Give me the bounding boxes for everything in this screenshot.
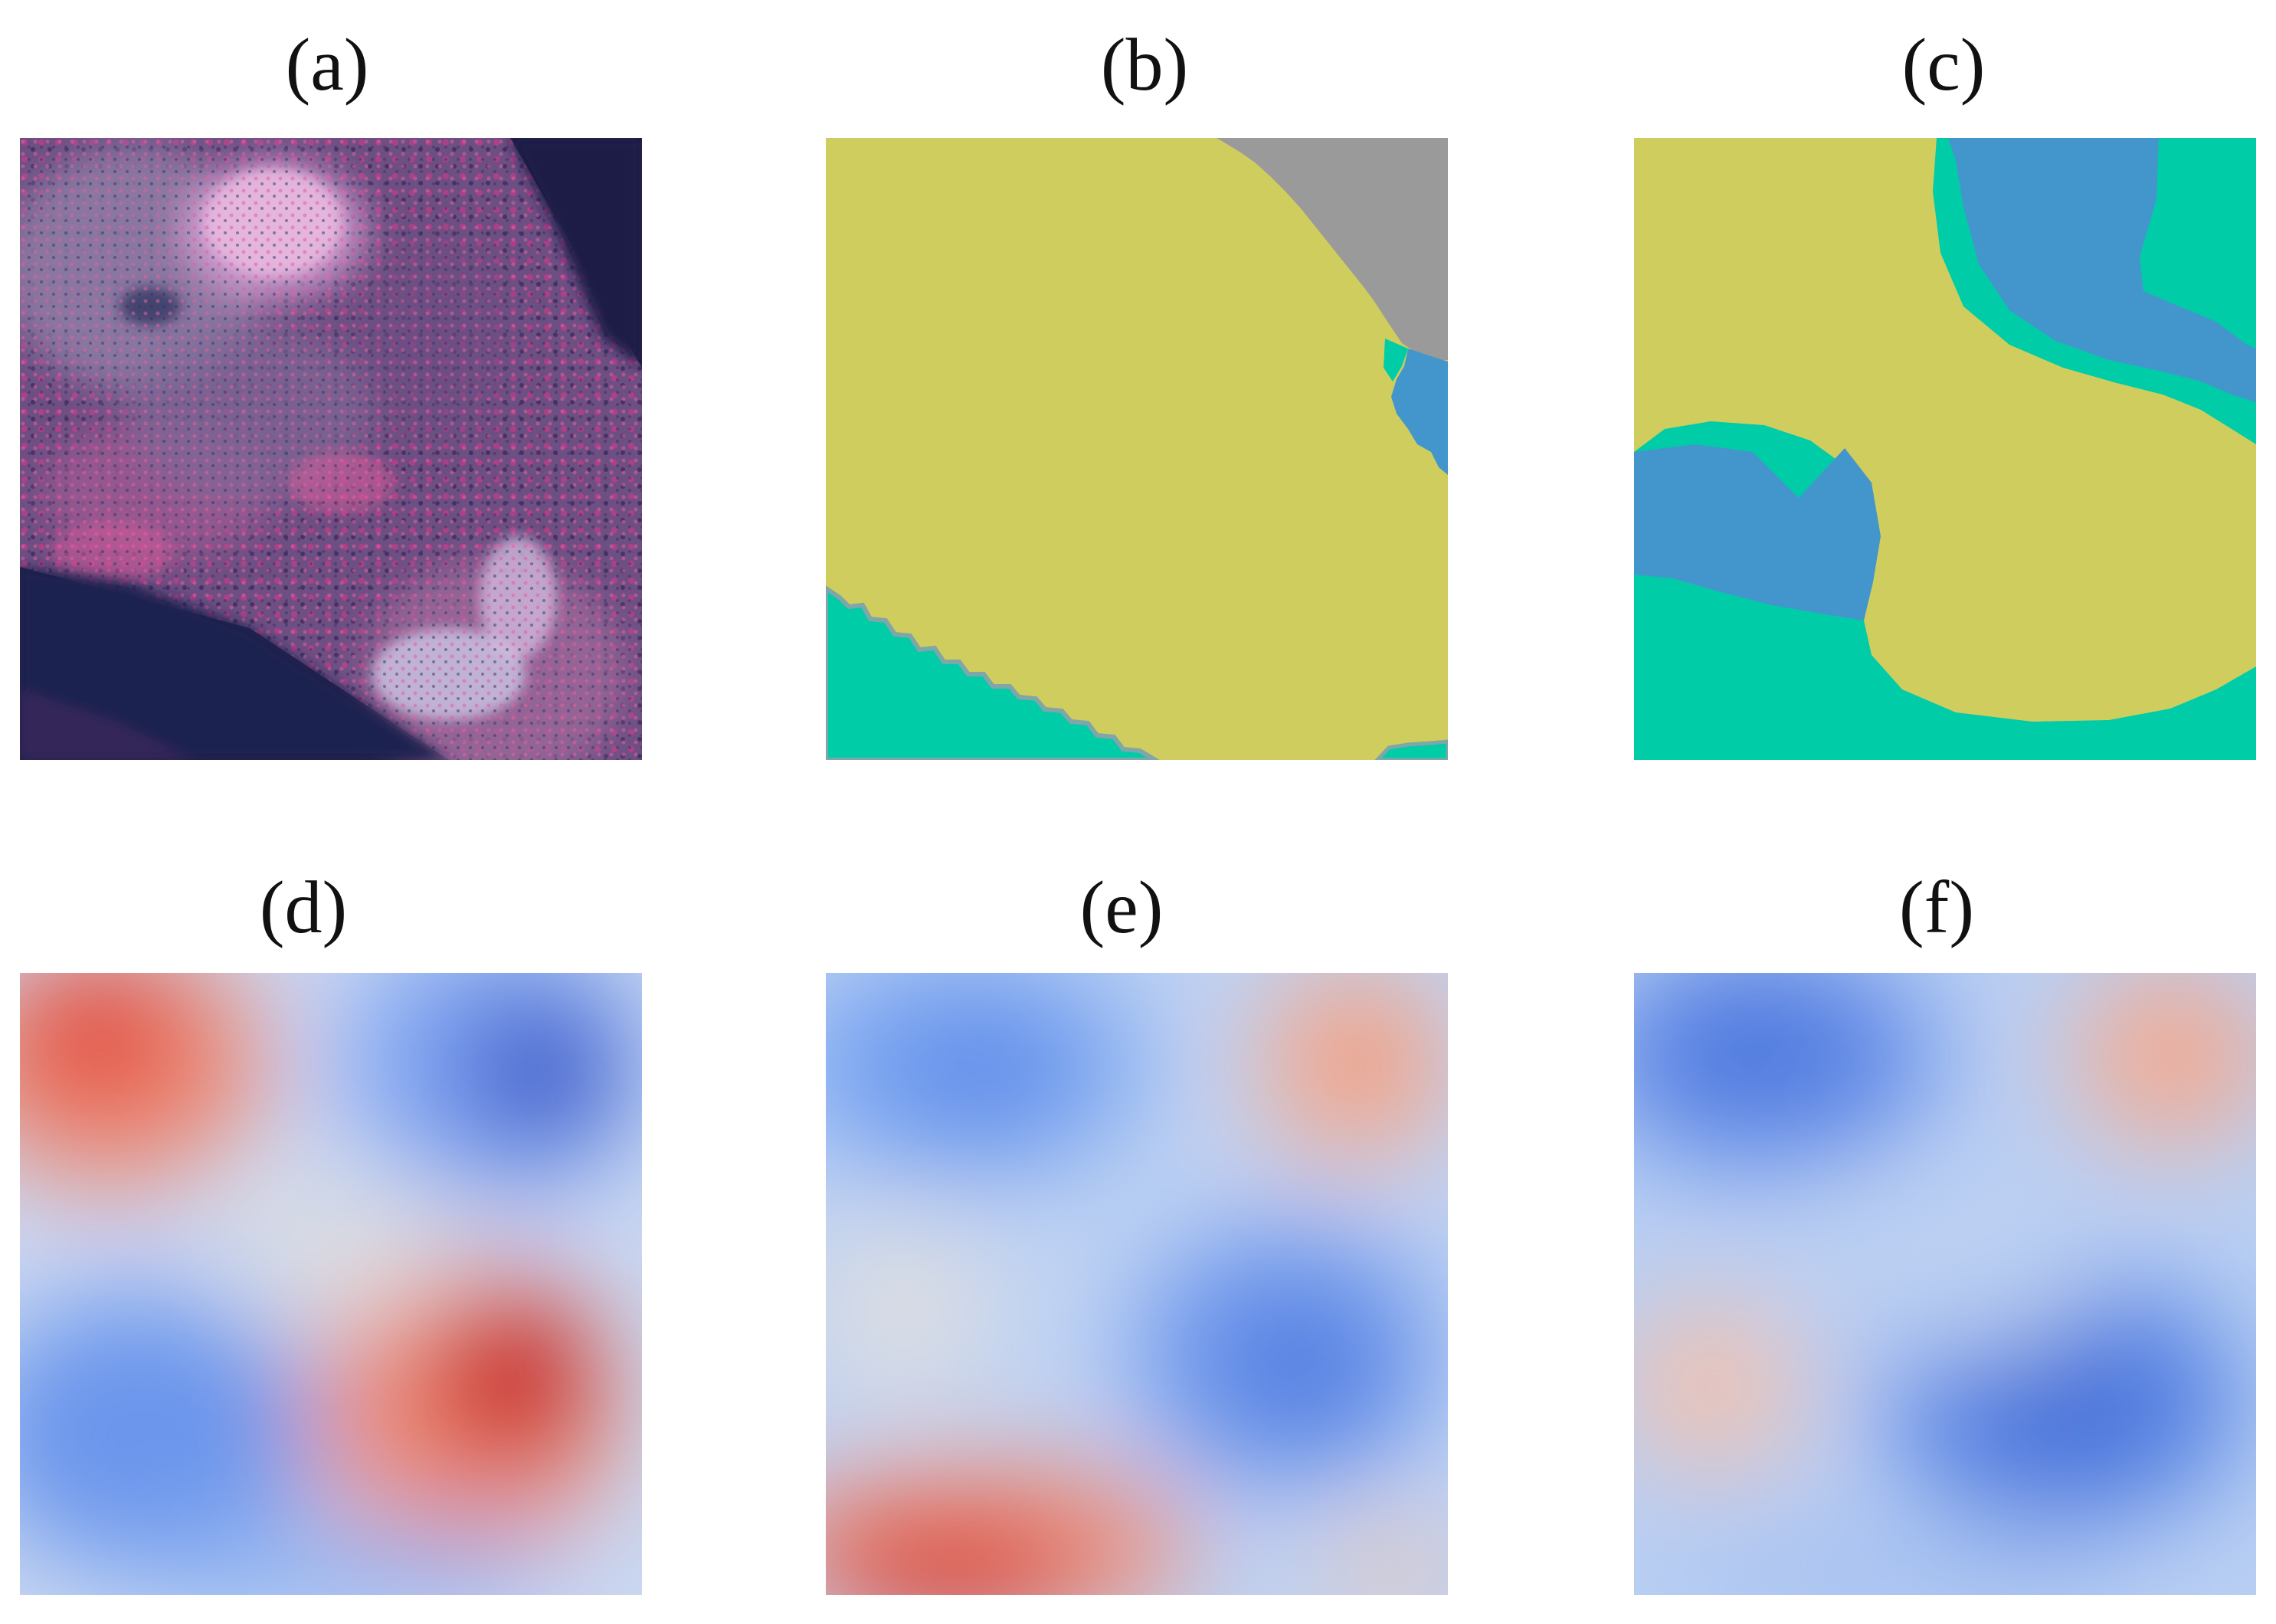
blue-bottom-left <box>1634 444 1881 620</box>
panel-e-label: (e) <box>1079 866 1164 949</box>
dark-water <box>20 138 642 760</box>
aerial-image-panel <box>20 138 642 760</box>
heatmap-d <box>20 973 642 1595</box>
teal-region-b <box>826 585 1160 760</box>
panel-a-label: (a) <box>285 24 369 106</box>
panel-d-label: (d) <box>259 866 348 949</box>
heatmap-e <box>826 973 1448 1595</box>
teal-fringe-b <box>1384 339 1408 381</box>
heatmap-f <box>1634 973 2256 1595</box>
panel-c-label: (c) <box>1901 24 1986 106</box>
teal-corner-b <box>1374 739 1448 760</box>
panel-b-label: (b) <box>1100 24 1189 106</box>
panel-f-label: (f) <box>1899 866 1974 949</box>
aerial-image <box>20 138 642 760</box>
segmentation-map-b <box>826 138 1448 760</box>
gray-region <box>1217 138 1448 360</box>
blue-top-right <box>1948 138 2256 402</box>
blue-region-b <box>1391 349 1448 475</box>
segmentation-map-c <box>1634 138 2256 760</box>
